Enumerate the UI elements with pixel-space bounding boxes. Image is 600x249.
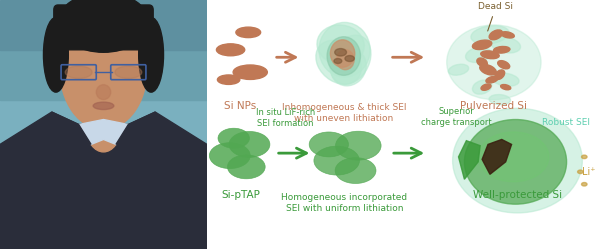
Bar: [0, 149, 207, 199]
Ellipse shape: [494, 47, 510, 53]
Ellipse shape: [501, 32, 514, 38]
Polygon shape: [52, 112, 91, 144]
Circle shape: [309, 132, 349, 157]
Ellipse shape: [331, 40, 355, 67]
Ellipse shape: [466, 47, 491, 62]
Ellipse shape: [447, 25, 541, 100]
Text: Si-pTAP: Si-pTAP: [221, 190, 260, 200]
Polygon shape: [458, 141, 480, 179]
Ellipse shape: [478, 132, 549, 182]
Circle shape: [345, 56, 355, 62]
Bar: [0, 100, 207, 149]
Ellipse shape: [142, 63, 154, 86]
Polygon shape: [0, 112, 207, 249]
Ellipse shape: [236, 27, 260, 38]
Ellipse shape: [500, 85, 511, 90]
Circle shape: [335, 158, 376, 184]
Ellipse shape: [448, 64, 469, 75]
Bar: [0, 0, 207, 50]
Ellipse shape: [477, 58, 487, 66]
Ellipse shape: [43, 17, 68, 92]
Ellipse shape: [96, 85, 111, 100]
Ellipse shape: [60, 10, 147, 129]
Ellipse shape: [486, 76, 498, 83]
Circle shape: [581, 155, 587, 159]
Ellipse shape: [472, 80, 492, 94]
Ellipse shape: [489, 95, 511, 105]
Circle shape: [581, 183, 587, 186]
Ellipse shape: [53, 63, 65, 86]
Ellipse shape: [217, 44, 245, 56]
Circle shape: [209, 143, 250, 169]
Ellipse shape: [493, 73, 519, 86]
Ellipse shape: [93, 102, 114, 110]
Circle shape: [229, 131, 270, 157]
Polygon shape: [482, 139, 512, 174]
Ellipse shape: [480, 64, 496, 75]
Ellipse shape: [464, 120, 566, 204]
Circle shape: [314, 146, 359, 175]
Ellipse shape: [337, 50, 354, 70]
Text: Dead Si: Dead Si: [478, 2, 514, 31]
Ellipse shape: [233, 65, 268, 79]
Ellipse shape: [481, 84, 491, 90]
Ellipse shape: [471, 26, 509, 44]
Circle shape: [218, 128, 250, 148]
Ellipse shape: [498, 61, 510, 69]
Polygon shape: [116, 112, 155, 144]
Ellipse shape: [489, 30, 503, 40]
Bar: [0, 199, 207, 249]
Circle shape: [227, 155, 265, 179]
Text: Robust SEI: Robust SEI: [542, 118, 590, 127]
Ellipse shape: [87, 107, 120, 152]
Ellipse shape: [65, 66, 92, 78]
Text: Superior
charge transport: Superior charge transport: [421, 107, 492, 127]
Ellipse shape: [217, 75, 240, 84]
Text: In situ LiF-rich
SEI formation: In situ LiF-rich SEI formation: [256, 108, 315, 128]
Ellipse shape: [481, 51, 499, 59]
Text: Pulverized Si: Pulverized Si: [460, 101, 527, 111]
Text: Si NPs: Si NPs: [224, 101, 257, 111]
FancyBboxPatch shape: [54, 5, 153, 50]
Ellipse shape: [452, 108, 583, 213]
Ellipse shape: [115, 66, 142, 78]
Circle shape: [335, 131, 381, 160]
Ellipse shape: [495, 70, 505, 79]
Ellipse shape: [319, 22, 370, 77]
Bar: [0, 50, 207, 100]
Polygon shape: [79, 120, 128, 144]
Ellipse shape: [472, 40, 492, 50]
Text: Homogeneous incorporated
SEI with uniform lithiation: Homogeneous incorporated SEI with unifor…: [281, 193, 407, 213]
Ellipse shape: [491, 37, 521, 53]
Text: Well-protected Si: Well-protected Si: [473, 190, 562, 200]
Ellipse shape: [317, 25, 364, 65]
Ellipse shape: [330, 35, 371, 84]
Circle shape: [335, 49, 347, 56]
Ellipse shape: [331, 49, 366, 86]
Ellipse shape: [327, 37, 361, 75]
Ellipse shape: [139, 17, 164, 92]
Text: Li⁺: Li⁺: [582, 167, 595, 177]
Circle shape: [334, 59, 342, 63]
Ellipse shape: [58, 0, 149, 52]
Ellipse shape: [316, 40, 361, 84]
Text: Inhomogeneous & thick SEI
with uneven lithiation: Inhomogeneous & thick SEI with uneven li…: [281, 103, 406, 124]
Circle shape: [578, 170, 583, 174]
